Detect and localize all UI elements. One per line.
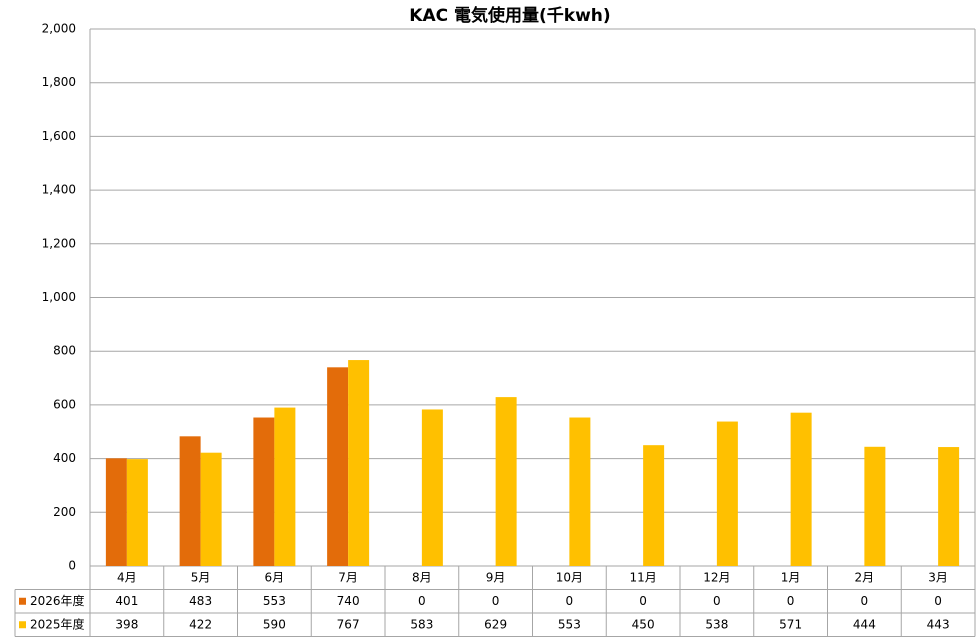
y-tick-label: 400: [53, 451, 76, 465]
legend-label: 2025年度: [30, 616, 85, 631]
bar: [253, 417, 275, 566]
bar: [864, 446, 886, 566]
table-value: 0: [639, 594, 647, 608]
table-value: 401: [115, 594, 138, 608]
bar: [126, 459, 148, 566]
x-tick-label: 2月: [855, 570, 875, 584]
bar: [200, 452, 222, 566]
bar: [790, 412, 812, 566]
y-tick-label: 800: [53, 344, 76, 358]
y-tick-label: 1,400: [42, 183, 76, 197]
table-value: 571: [779, 617, 802, 631]
bar: [348, 360, 370, 566]
table-value: 443: [927, 617, 950, 631]
x-tick-label: 9月: [486, 570, 506, 584]
bar: [495, 397, 517, 566]
bar: [938, 447, 960, 566]
table-value: 0: [418, 594, 426, 608]
x-tick-label: 6月: [265, 570, 285, 584]
x-tick-label: 3月: [928, 570, 948, 584]
table-value: 398: [115, 617, 138, 631]
bar: [569, 417, 591, 566]
x-tick-label: 5月: [191, 570, 211, 584]
y-tick-label: 0: [68, 559, 76, 573]
y-tick-label: 1,800: [42, 75, 76, 89]
bar: [327, 367, 349, 566]
bar: [716, 421, 738, 566]
bar: [643, 445, 665, 566]
y-tick-label: 1,000: [42, 290, 76, 304]
table-value: 740: [337, 594, 360, 608]
table-value: 538: [705, 617, 728, 631]
y-tick-label: 2,000: [42, 22, 76, 36]
y-tick-label: 600: [53, 397, 76, 411]
bar: [421, 409, 443, 566]
table-value: 590: [263, 617, 286, 631]
bar: [105, 458, 127, 566]
x-tick-label: 4月: [117, 570, 137, 584]
bar: [179, 436, 201, 566]
x-tick-label: 8月: [412, 570, 432, 584]
x-tick-label: 1月: [781, 570, 801, 584]
table-value: 583: [410, 617, 433, 631]
chart-title: KAC 電気使用量(千kwh): [409, 5, 610, 26]
table-value: 767: [337, 617, 360, 631]
legend-swatch: [19, 597, 26, 605]
table-value: 0: [492, 594, 500, 608]
table-value: 553: [558, 617, 581, 631]
table-value: 0: [566, 594, 574, 608]
x-tick-label: 7月: [338, 570, 358, 584]
legend-label: 2026年度: [30, 593, 85, 608]
x-tick-label: 10月: [556, 570, 583, 584]
y-tick-label: 200: [53, 505, 76, 519]
table-value: 444: [853, 617, 876, 631]
table-value: 483: [189, 594, 212, 608]
table-value: 0: [713, 594, 721, 608]
table-value: 553: [263, 594, 286, 608]
table-value: 0: [787, 594, 795, 608]
y-tick-label: 1,200: [42, 236, 76, 250]
legend-swatch: [19, 621, 26, 629]
x-tick-label: 12月: [703, 570, 730, 584]
bar: [274, 407, 296, 566]
table-value: 0: [861, 594, 869, 608]
table-value: 450: [632, 617, 655, 631]
table-value: 629: [484, 617, 507, 631]
y-tick-label: 1,600: [42, 129, 76, 143]
table-value: 0: [934, 594, 942, 608]
x-tick-label: 11月: [629, 570, 656, 584]
table-value: 422: [189, 617, 212, 631]
